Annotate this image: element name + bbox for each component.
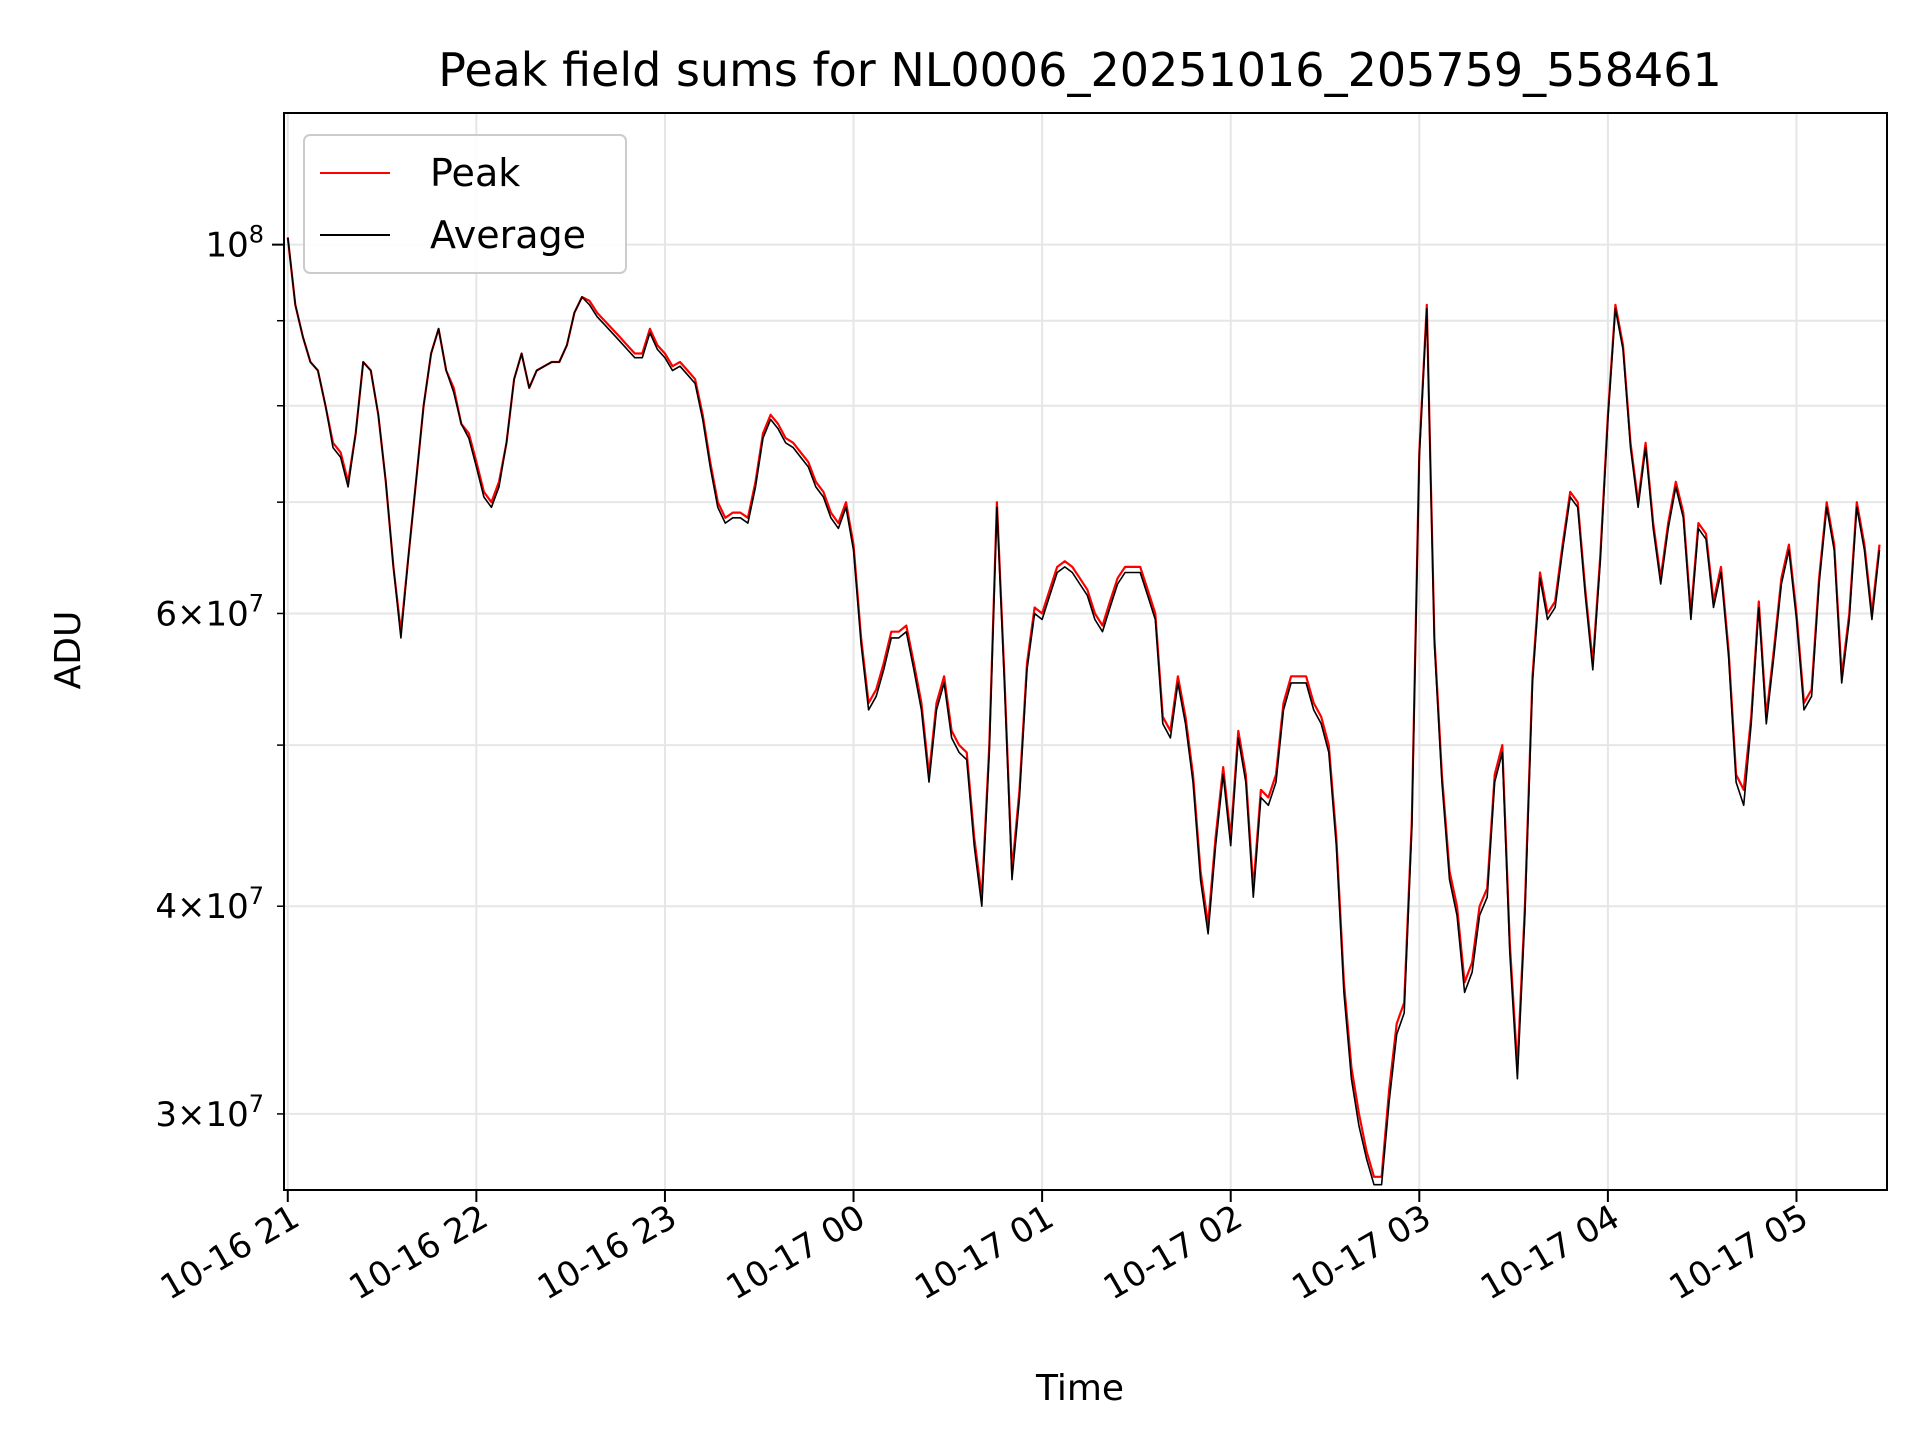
y-tick-label: 4×107: [155, 882, 264, 927]
y-axis-label: ADU: [48, 611, 89, 690]
legend-label-peak: Peak: [430, 151, 520, 195]
y-axis-ticks: 108 3×107 4×107 6×107: [155, 221, 284, 1135]
x-axis-label: Time: [1035, 1368, 1124, 1409]
legend-label-average: Average: [430, 213, 586, 257]
x-tick-label: 10-17 02: [1097, 1197, 1249, 1308]
x-tick-label: 10-17 00: [720, 1197, 872, 1308]
x-tick-label: 10-17 01: [908, 1197, 1060, 1308]
series-layer: [286, 237, 1881, 1186]
x-tick-label: 10-17 05: [1663, 1197, 1815, 1308]
y-tick-label: 6×107: [155, 589, 264, 634]
y-tick-label: 108: [205, 221, 264, 266]
legend-box: [303, 134, 627, 274]
x-tick-label: 10-16 21: [154, 1197, 306, 1308]
y-tick-label: 3×107: [155, 1090, 264, 1135]
series-line-average: [287, 237, 1881, 1186]
chart-title: Peak field sums for NL0006_20251016_2057…: [438, 43, 1722, 97]
x-tick-label: 10-17 04: [1474, 1197, 1626, 1308]
x-axis-ticks: 10-16 21 10-16 22 10-16 23 10-17 00 10-17 01…: [154, 1190, 1815, 1308]
plot-frame: [283, 112, 1888, 1191]
grid: [284, 113, 1887, 1190]
x-tick-label: 10-16 23: [531, 1197, 683, 1308]
x-tick-label: 10-16 22: [342, 1197, 494, 1308]
legend: Peak Average: [303, 134, 627, 274]
x-tick-label: 10-17 03: [1285, 1197, 1437, 1308]
